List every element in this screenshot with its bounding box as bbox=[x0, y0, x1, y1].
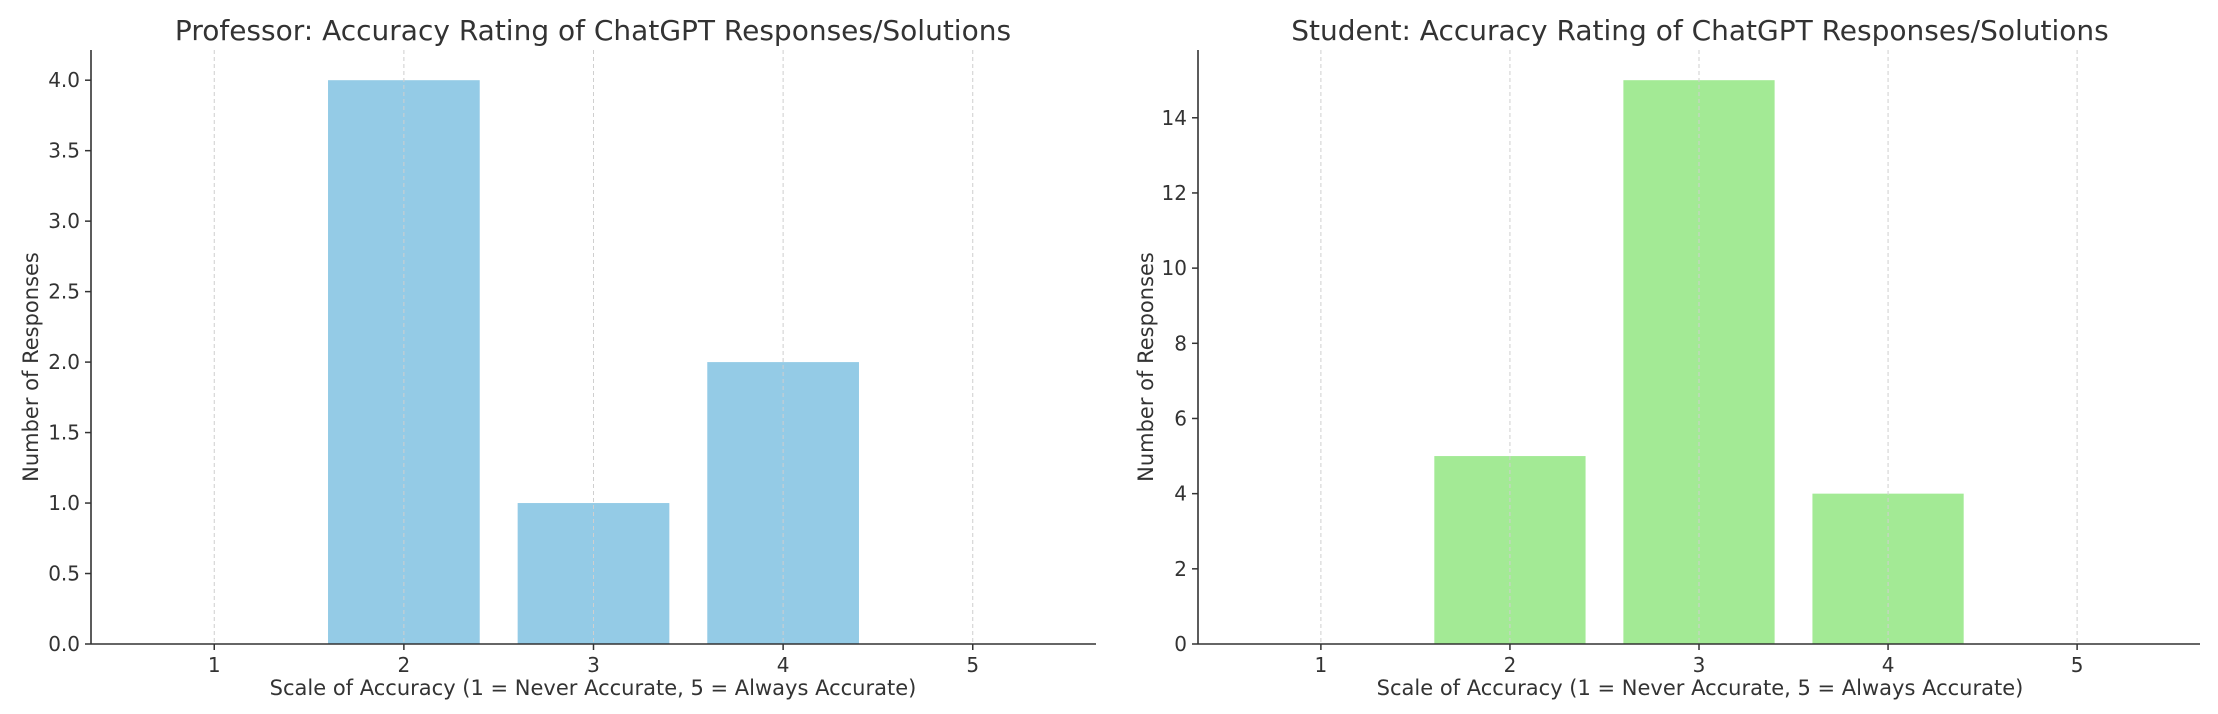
professor-x-tick-label-4: 4 bbox=[777, 653, 790, 677]
professor-y-ticks: 0.0 0.5 1.0 1.5 2.0 2.5 3.0 3.5 4.0 bbox=[48, 68, 91, 656]
professor-y-axis-label: Number of Responses bbox=[19, 252, 43, 482]
professor-bar-4 bbox=[707, 362, 859, 644]
student-y-tick-label-8: 8 bbox=[1174, 331, 1187, 355]
professor-bar-3 bbox=[517, 503, 670, 644]
student-y-tick-label-10: 10 bbox=[1162, 256, 1187, 280]
student-grid bbox=[1320, 50, 2078, 644]
student-x-tick-label-2: 2 bbox=[1504, 653, 1517, 677]
professor-bars bbox=[328, 80, 859, 644]
student-y-tick-label-14: 14 bbox=[1162, 106, 1187, 130]
professor-x-axis-label: Scale of Accuracy (1 = Never Accurate, 5… bbox=[270, 676, 917, 700]
professor-y-tick-label-1.0: 1.0 bbox=[48, 491, 80, 515]
student-x-tick-label-1: 1 bbox=[1315, 653, 1328, 677]
professor-x-tick-label-5: 5 bbox=[966, 653, 979, 677]
professor-y-tick-label-0.5: 0.5 bbox=[48, 562, 80, 586]
professor-chart: Professor: Accuracy Rating of ChatGPT Re… bbox=[19, 14, 1096, 700]
professor-y-tick-label-1.5: 1.5 bbox=[48, 421, 80, 445]
professor-y-tick-label-0.0: 0.0 bbox=[48, 632, 80, 656]
student-x-tick-label-5: 5 bbox=[2071, 653, 2084, 677]
professor-chart-title: Professor: Accuracy Rating of ChatGPT Re… bbox=[175, 14, 1011, 47]
professor-y-tick-label-2.0: 2.0 bbox=[48, 350, 80, 374]
student-y-tick-label-0: 0 bbox=[1174, 632, 1187, 656]
student-y-ticks: 0 2 4 6 8 10 12 14 bbox=[1162, 106, 1198, 656]
professor-x-tick-label-3: 3 bbox=[587, 653, 600, 677]
student-y-tick-label-2: 2 bbox=[1174, 557, 1187, 581]
professor-y-tick-label-4.0: 4.0 bbox=[48, 68, 80, 92]
professor-x-tick-label-2: 2 bbox=[398, 653, 411, 677]
student-x-axis-label: Scale of Accuracy (1 = Never Accurate, 5… bbox=[1377, 676, 2024, 700]
student-x-ticks: 1 2 3 4 5 bbox=[1315, 644, 2084, 677]
professor-axes bbox=[90, 50, 1096, 645]
professor-y-tick-label-3.5: 3.5 bbox=[48, 139, 80, 163]
student-axes bbox=[1197, 50, 2200, 645]
student-x-tick-label-3: 3 bbox=[1693, 653, 1706, 677]
professor-x-tick-label-1: 1 bbox=[208, 653, 221, 677]
professor-x-ticks: 1 2 3 4 5 bbox=[208, 644, 979, 677]
professor-grid bbox=[213, 50, 974, 644]
student-chart: Student: Accuracy Rating of ChatGPT Resp… bbox=[1134, 14, 2200, 700]
professor-y-tick-label-3.0: 3.0 bbox=[48, 209, 80, 233]
student-y-tick-label-12: 12 bbox=[1162, 181, 1187, 205]
student-x-tick-label-4: 4 bbox=[1882, 653, 1895, 677]
student-y-tick-label-4: 4 bbox=[1174, 482, 1187, 506]
professor-y-tick-label-2.5: 2.5 bbox=[48, 280, 80, 304]
student-chart-title: Student: Accuracy Rating of ChatGPT Resp… bbox=[1291, 14, 2109, 47]
student-y-axis-label: Number of Responses bbox=[1134, 252, 1158, 482]
student-y-tick-label-6: 6 bbox=[1174, 406, 1187, 430]
